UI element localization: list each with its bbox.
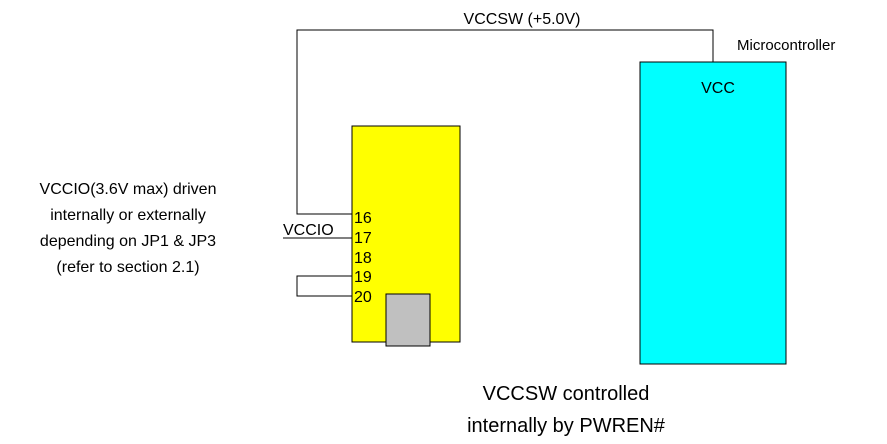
- vccio-note-line-2: internally or externally: [50, 207, 206, 224]
- vccsw-label: VCCSW (+5.0V): [464, 11, 581, 28]
- vccsw-wire: [296, 29, 714, 215]
- vccio-label: VCCIO: [283, 222, 334, 239]
- vccsw-note-line-1: VCCSW controlled: [483, 383, 650, 405]
- vccio-note-line-3: depending on JP1 & JP3: [40, 233, 216, 250]
- pin-19-label: 19: [354, 269, 372, 286]
- pin-16-label: 16: [354, 210, 372, 227]
- microcontroller-vcc-label: VCC: [701, 80, 735, 97]
- microcontroller-block: [639, 61, 787, 365]
- pin-17-label: 17: [354, 230, 372, 247]
- pin19-pin20-loop-wire: [296, 275, 352, 297]
- vccsw-note-line-2: internally by PWREN#: [467, 415, 666, 437]
- vccio-note-line-1: VCCIO(3.6V max) driven: [40, 181, 217, 198]
- pin-18-label: 18: [354, 250, 372, 267]
- module-chip: [385, 293, 431, 347]
- pin-20-label: 20: [354, 289, 372, 306]
- vccio-note-line-4: (refer to section 2.1): [56, 259, 199, 276]
- microcontroller-title: Microcontroller: [737, 37, 835, 54]
